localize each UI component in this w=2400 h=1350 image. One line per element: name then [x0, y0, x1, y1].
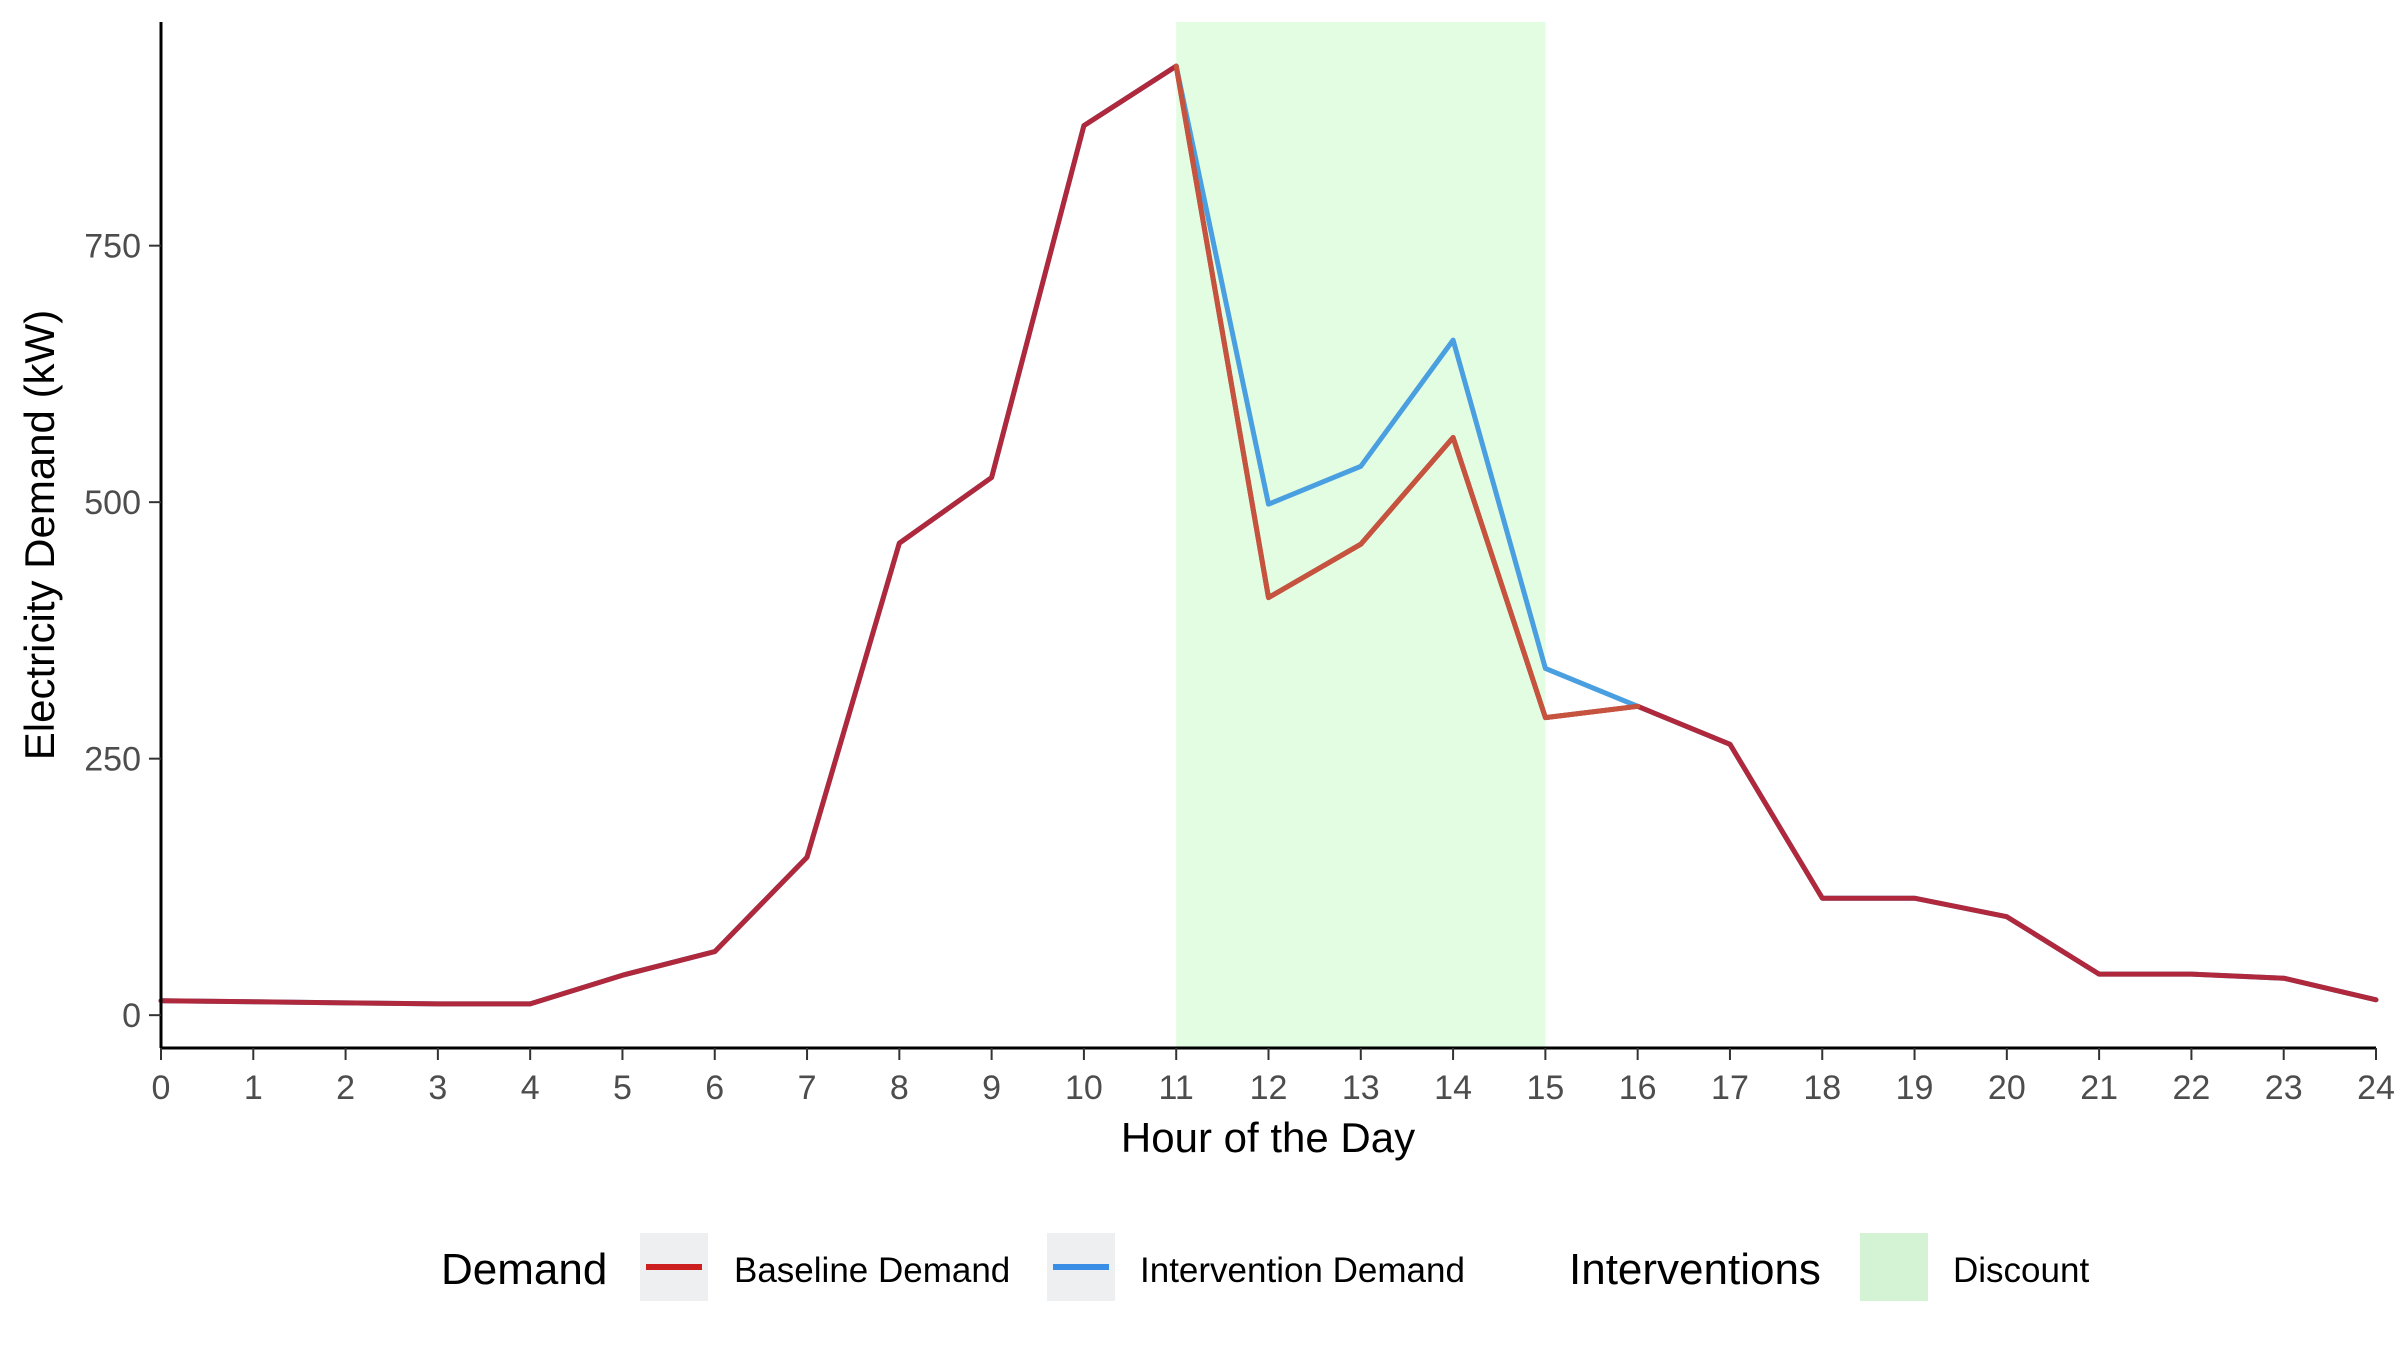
legend-key-discount	[1860, 1233, 1928, 1301]
legend-label-discount: Discount	[1953, 1251, 2089, 1290]
x-tick-label: 23	[2265, 1069, 2303, 1107]
x-tick-label: 4	[521, 1069, 540, 1107]
legend-label-intervention: Intervention Demand	[1140, 1251, 1465, 1290]
y-tick-label: 0	[122, 997, 141, 1035]
x-tick-label: 10	[1065, 1069, 1103, 1107]
x-tick-label: 15	[1526, 1069, 1564, 1107]
x-tick-label: 1	[244, 1069, 263, 1107]
series-lines	[158, 63, 2379, 1007]
x-tick-label: 6	[705, 1069, 724, 1107]
x-tick-label: 5	[613, 1069, 632, 1107]
x-tick-label: 14	[1434, 1069, 1472, 1107]
y-tick-label: 500	[84, 484, 141, 522]
y-axis-title: Electricity Demand (kW)	[16, 310, 63, 760]
series-line-baseline-demand-highlight	[1173, 63, 1641, 721]
y-ticks: 0 250 500 750	[84, 228, 161, 1035]
x-tick-label: 22	[2173, 1069, 2211, 1107]
x-tick-label: 19	[1896, 1069, 1934, 1107]
x-tick-label: 17	[1711, 1069, 1749, 1107]
x-tick-label: 7	[798, 1069, 817, 1107]
shaded-region-discount	[1176, 22, 1546, 1048]
legend-title-demand: Demand	[441, 1245, 607, 1294]
x-tick-label: 18	[1803, 1069, 1841, 1107]
x-tick-label: 24	[2357, 1069, 2395, 1107]
x-tick-label: 16	[1619, 1069, 1657, 1107]
legend-title-interventions: Interventions	[1569, 1245, 1821, 1294]
x-tick-label: 21	[2080, 1069, 2118, 1107]
y-tick-label: 750	[84, 228, 141, 266]
y-tick-label: 250	[84, 741, 141, 779]
x-tick-label: 9	[982, 1069, 1001, 1107]
x-tick-label: 2	[336, 1069, 355, 1107]
x-tick-label: 13	[1342, 1069, 1380, 1107]
x-axis-title: Hour of the Day	[1121, 1114, 1415, 1161]
x-tick-label: 0	[152, 1069, 171, 1107]
x-tick-label: 20	[1988, 1069, 2026, 1107]
x-tick-label: 8	[890, 1069, 909, 1107]
legend: Demand Baseline Demand Intervention Dema…	[441, 1233, 2089, 1301]
legend-label-baseline: Baseline Demand	[734, 1251, 1010, 1290]
x-tick-label: 12	[1250, 1069, 1288, 1107]
x-tick-label: 3	[428, 1069, 447, 1107]
x-tick-label: 11	[1159, 1069, 1194, 1107]
shaded-regions	[1176, 22, 1546, 1048]
x-ticks: 0 1 2 3 4 5 6 7 8 9 10 11 12 13 14 15 16 17 18 19 20 21 22 23 24	[152, 1048, 2395, 1107]
